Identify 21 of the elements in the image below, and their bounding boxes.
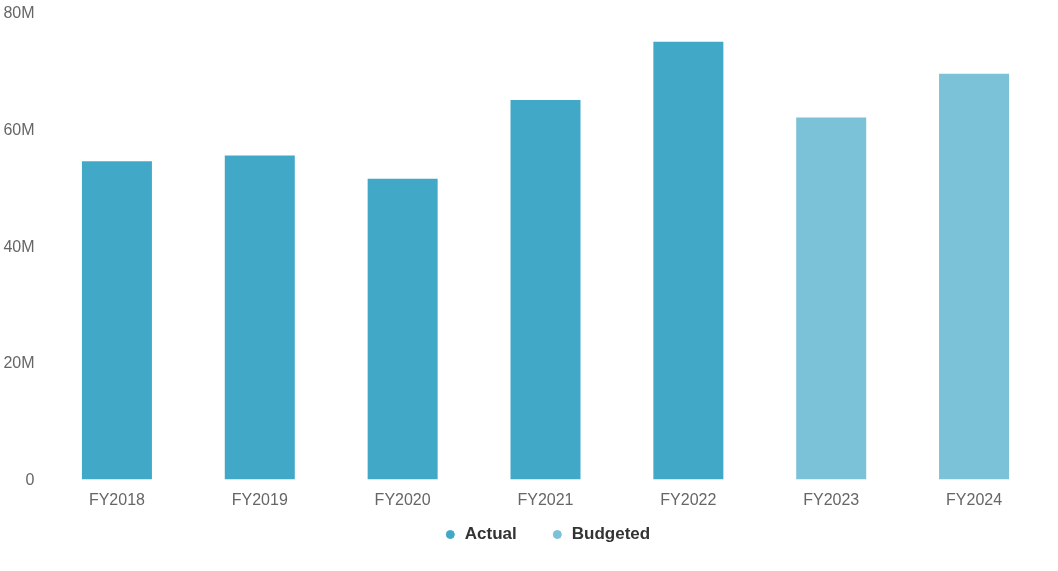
x-tick-label: FY2021	[517, 490, 574, 508]
y-tick-label: 60M	[3, 120, 35, 138]
y-tick-label: 20M	[3, 354, 35, 372]
x-tick-label: FY2022	[660, 490, 717, 508]
x-tick-label: FY2018	[88, 490, 146, 508]
y-tick-label: 40M	[3, 237, 35, 255]
bar	[939, 73, 1010, 480]
y-tick-label: 0	[25, 471, 35, 488]
bar	[653, 41, 724, 480]
legend-label: Budgeted	[571, 524, 651, 544]
bar	[367, 178, 438, 480]
x-tick-label: FY2024	[946, 490, 1003, 508]
x-tick-label: FY2020	[374, 490, 431, 508]
bar	[510, 100, 581, 480]
legend-label: Actual	[464, 524, 517, 544]
x-tick-label: FY2019	[231, 490, 288, 508]
x-tick-label: FY2023	[803, 490, 860, 508]
bar	[796, 117, 867, 480]
y-tick-label: 80M	[3, 4, 35, 21]
bar	[81, 161, 152, 480]
bar	[224, 155, 295, 480]
